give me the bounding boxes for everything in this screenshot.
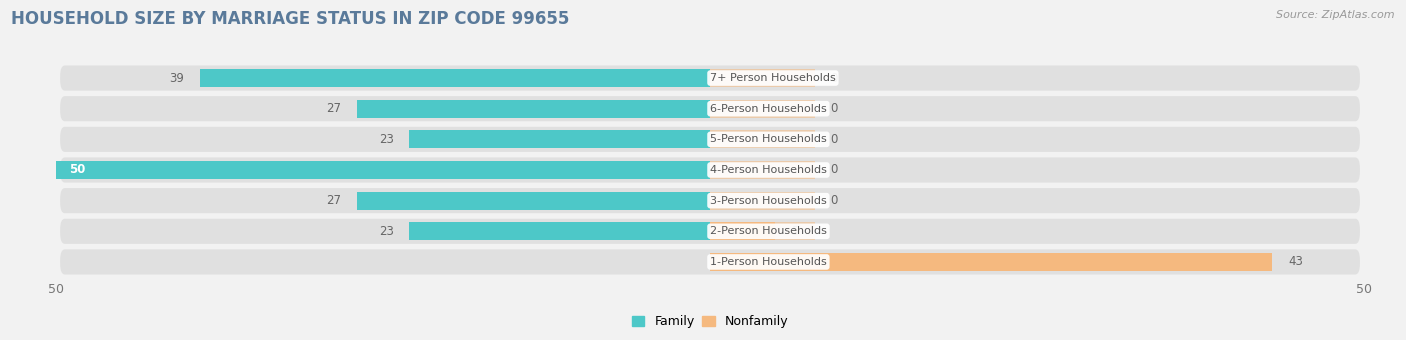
Bar (710, 222, 814, 240)
Text: 6-Person Households: 6-Person Households (710, 104, 827, 114)
Text: HOUSEHOLD SIZE BY MARRIAGE STATUS IN ZIP CODE 99655: HOUSEHOLD SIZE BY MARRIAGE STATUS IN ZIP… (11, 10, 569, 28)
Text: Source: ZipAtlas.com: Source: ZipAtlas.com (1277, 10, 1395, 20)
FancyBboxPatch shape (60, 188, 1360, 213)
Bar (710, 69, 814, 87)
Bar (710, 161, 814, 179)
Text: 0: 0 (831, 133, 838, 146)
Text: 5-Person Households: 5-Person Households (710, 134, 827, 144)
Bar (710, 253, 814, 271)
Bar (357, 100, 710, 118)
Bar (710, 222, 776, 240)
Text: 39: 39 (170, 71, 184, 85)
Text: 3-Person Households: 3-Person Households (710, 195, 827, 206)
Bar (56, 161, 710, 179)
FancyBboxPatch shape (60, 96, 1360, 121)
Text: 43: 43 (1288, 255, 1303, 269)
Text: 0: 0 (831, 194, 838, 207)
Bar (710, 253, 1272, 271)
Text: 27: 27 (326, 194, 342, 207)
Text: 27: 27 (326, 102, 342, 115)
FancyBboxPatch shape (60, 66, 1360, 91)
FancyBboxPatch shape (60, 127, 1360, 152)
FancyBboxPatch shape (60, 249, 1360, 274)
Legend: Family, Nonfamily: Family, Nonfamily (627, 310, 793, 334)
Bar (409, 222, 710, 240)
Text: 0: 0 (831, 164, 838, 176)
Bar (409, 131, 710, 148)
Bar (200, 69, 710, 87)
Text: 2-Person Households: 2-Person Households (710, 226, 827, 236)
Text: 23: 23 (378, 133, 394, 146)
Text: 0: 0 (831, 102, 838, 115)
FancyBboxPatch shape (60, 157, 1360, 183)
Text: 4-Person Households: 4-Person Households (710, 165, 827, 175)
Bar (710, 192, 814, 209)
Text: 7+ Person Households: 7+ Person Households (710, 73, 835, 83)
Text: 0: 0 (831, 71, 838, 85)
Text: 50: 50 (69, 164, 86, 176)
Bar (710, 100, 814, 118)
Text: 1-Person Households: 1-Person Households (710, 257, 827, 267)
FancyBboxPatch shape (60, 219, 1360, 244)
Text: 5: 5 (792, 225, 799, 238)
Text: 23: 23 (378, 225, 394, 238)
Bar (710, 131, 814, 148)
Bar (357, 192, 710, 209)
